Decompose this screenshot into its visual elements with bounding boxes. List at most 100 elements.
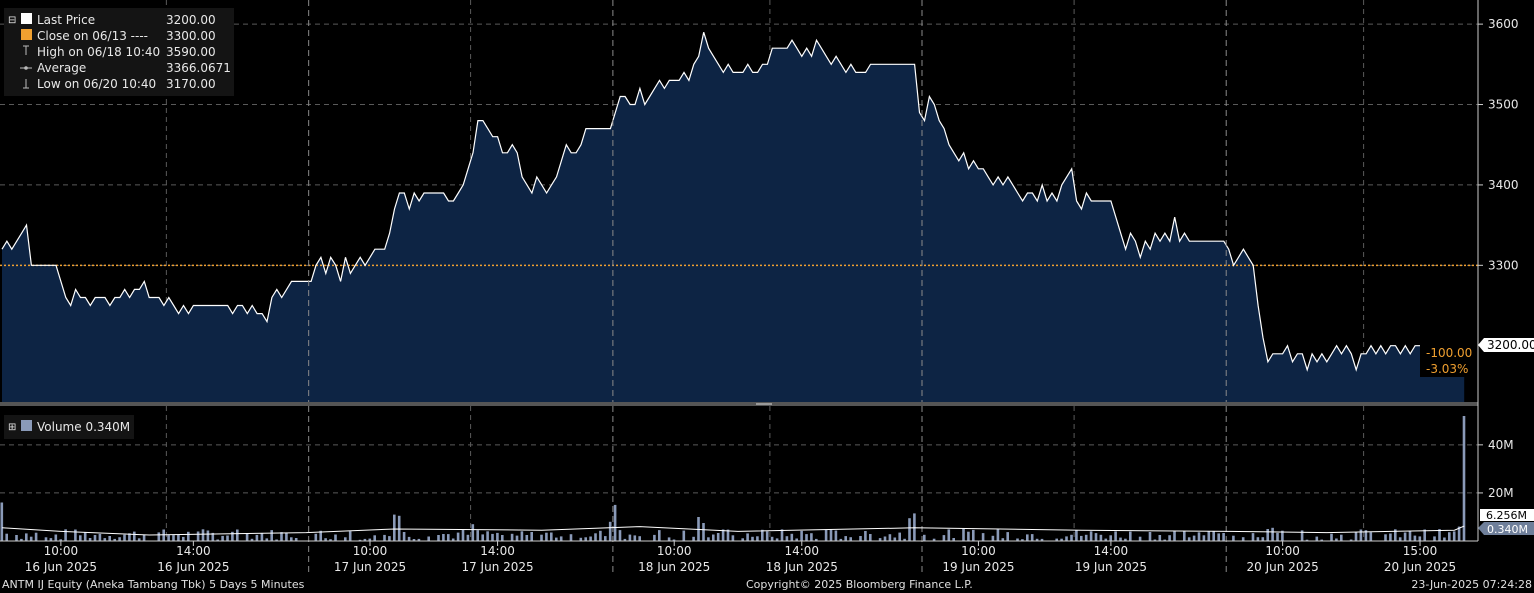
volume-bar <box>456 532 460 541</box>
volume-bar <box>1349 539 1353 541</box>
volume-bar <box>1423 529 1426 541</box>
volume-bar <box>1119 537 1122 541</box>
volume-bar <box>520 531 524 541</box>
volume-bar <box>746 533 749 541</box>
volume-bar <box>348 531 352 541</box>
legend-collapse-icon[interactable]: ⊟ <box>8 15 16 26</box>
volume-bar <box>981 533 985 541</box>
volume-bar <box>1197 532 1201 541</box>
volume-bar <box>1089 531 1093 541</box>
volume-bar <box>1168 535 1171 541</box>
volume-bar <box>834 530 838 541</box>
volume-bar <box>1398 537 1402 541</box>
volume-bar <box>319 530 322 541</box>
volume-average-line <box>1 525 1465 536</box>
volume-bar <box>996 529 1000 541</box>
volume-bar <box>172 535 175 541</box>
last-price-swatch <box>21 13 32 24</box>
volume-tick-label: 20M <box>1488 486 1514 500</box>
volume-bar <box>608 521 612 541</box>
panel-divider[interactable] <box>0 402 1478 406</box>
x-tick-time: 10:00 <box>1265 544 1300 558</box>
volume-bar <box>49 538 53 541</box>
price-legend[interactable]: ⊟ Last Price 3200.00 Close on 06/13 ----… <box>4 8 234 96</box>
x-tick-date: 18 Jun 2025 <box>638 560 710 574</box>
volume-bar <box>1055 538 1058 541</box>
price-tick-label: 3600 <box>1488 17 1519 31</box>
volume-bar <box>1094 533 1098 541</box>
volume-bar <box>373 535 376 541</box>
volume-bar <box>515 535 519 541</box>
volume-bar <box>1443 537 1446 541</box>
volume-legend-label: Volume 0.340M <box>37 420 130 434</box>
volume-bar <box>658 530 661 541</box>
change-box <box>1420 345 1476 377</box>
average-marker-dot <box>24 66 28 70</box>
volume-bar <box>1021 539 1024 541</box>
volume-bar <box>1163 539 1166 541</box>
volume-legend[interactable]: ⊞ Volume 0.340M <box>4 415 134 439</box>
volume-bar <box>898 532 901 541</box>
volume-bar <box>1413 535 1417 541</box>
volume-bar <box>1241 537 1245 541</box>
volume-bar <box>363 538 367 541</box>
legend-close-value: 3300.00 <box>166 29 216 43</box>
volume-bar <box>991 535 995 541</box>
volume-bar <box>775 538 779 541</box>
volume-bar <box>653 534 656 541</box>
volume-bar <box>540 534 543 541</box>
x-tick-date: 20 Jun 2025 <box>1247 560 1319 574</box>
volume-bar <box>604 536 607 541</box>
volume-bar <box>908 518 911 541</box>
volume-bar <box>481 534 484 541</box>
volume-bar <box>682 530 686 541</box>
x-tick-date: 20 Jun 2025 <box>1384 560 1456 574</box>
volume-bar <box>83 532 87 541</box>
volume-bar <box>128 533 131 541</box>
volume-bar <box>1251 533 1255 541</box>
volume-bar <box>1104 538 1108 541</box>
volume-bar <box>275 539 278 541</box>
volume-bar <box>1109 535 1112 541</box>
volume-bar <box>525 535 529 541</box>
volume-bar <box>878 538 882 541</box>
volume-bar <box>496 532 499 541</box>
volume-bar <box>324 538 327 541</box>
panel-resize-handle[interactable] <box>756 403 772 405</box>
volume-bar <box>368 538 372 541</box>
volume-bar <box>265 538 269 541</box>
volume-bar <box>1394 529 1397 541</box>
x-tick-date: 17 Jun 2025 <box>461 560 533 574</box>
volume-bar <box>903 538 906 541</box>
volume-bar <box>211 532 215 541</box>
volume-bar <box>1315 536 1319 541</box>
volume-bar <box>923 534 926 541</box>
volume-bar <box>864 531 867 541</box>
volume-bar <box>545 532 548 541</box>
volume-bar <box>702 523 705 541</box>
x-tick-time: 14:00 <box>480 544 515 558</box>
volume-bar <box>942 535 946 541</box>
volume-bar <box>1320 539 1323 541</box>
volume-bar <box>29 536 33 541</box>
volume-bar <box>1207 531 1211 541</box>
volume-bar <box>795 538 798 541</box>
volume-bar <box>893 537 897 541</box>
volume-bar <box>883 536 887 541</box>
volume-bar <box>437 535 440 541</box>
volume-bar <box>780 529 784 541</box>
volume-bar <box>393 514 396 541</box>
volume-bar <box>1016 538 1019 541</box>
last-price-tag-text: 3200.00 <box>1487 338 1534 352</box>
volume-bar <box>790 533 794 541</box>
volume-bar <box>88 538 92 541</box>
last-price-tag: 3200.00 <box>1478 338 1534 352</box>
volume-bar <box>294 538 298 541</box>
volume-bar <box>167 535 170 541</box>
volume-bar <box>427 536 430 541</box>
volume-legend-expand-icon[interactable]: ⊞ <box>8 422 16 433</box>
volume-bar <box>447 534 450 541</box>
volume-bar <box>358 539 362 541</box>
volume-bar <box>1060 538 1063 541</box>
